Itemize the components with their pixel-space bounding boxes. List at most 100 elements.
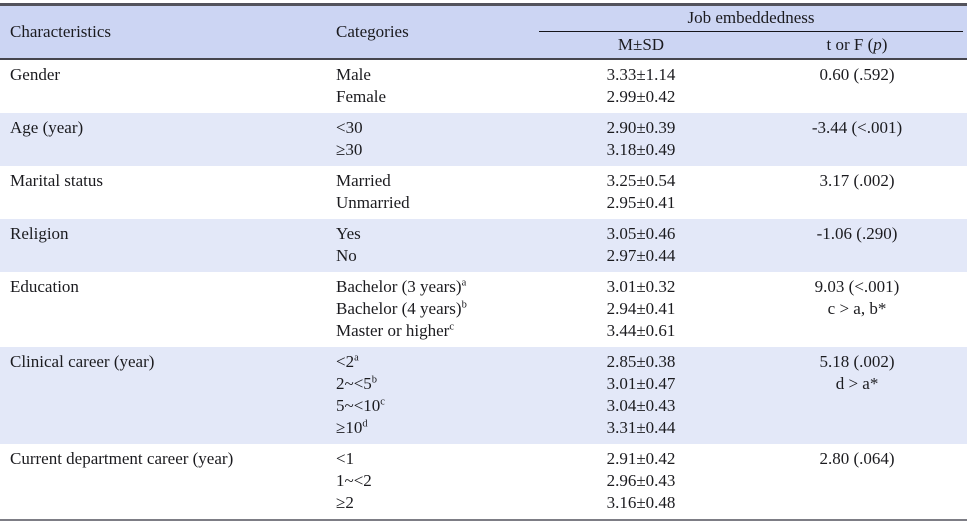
table-body: Gender Male Female 3.33±1.14 2.99±0.42 0.60 (… [0,58,968,520]
stat-value: 2.80 (.064) [819,449,895,468]
footnote-marker: a [461,277,467,289]
table-row: Religion Yes No 3.05±0.46 2.97±0.44 -1.06 (.2… [0,219,968,272]
category-line: Yes [336,223,535,245]
msd-cell: 2.85±0.38 3.01±0.47 3.04±0.43 3.31±0.44 [535,347,747,444]
stat-value: d > a* [835,374,879,393]
category-line: Married [336,170,535,192]
category-text: <2 [336,352,355,371]
stat-label-p: p [873,35,882,54]
stat-value: c > a, b* [827,299,887,318]
stat-label-pre: t or F ( [826,35,874,54]
msd-value: 3.44±0.61 [606,321,676,340]
column-header-categories: Categories [330,4,535,59]
stat-cell: 5.18 (.002) d > a* [747,347,967,444]
stat-value: 9.03 (<.001) [814,277,900,296]
stat-value: 0.60 (.592) [819,65,895,84]
column-group-header-job-embeddedness: Job embeddedness [535,4,968,32]
categories-cell: Married Unmarried [330,166,535,219]
stat-value: -3.44 (<.001) [811,118,903,137]
characteristic-cell: Age (year) [0,113,330,166]
msd-value: 3.01±0.47 [606,374,676,393]
table-row: Age (year) <30 ≥30 2.90±0.39 3.18±0.49 -3.44 … [0,113,968,166]
msd-value: 2.97±0.44 [606,246,676,265]
header-row-sub: M±SD t or F (p) [0,32,968,59]
msd-value: 2.85±0.38 [606,352,676,371]
characteristic-label: Clinical career (year) [10,352,155,371]
category-text: <30 [336,118,363,137]
category-text: Unmarried [336,193,410,212]
category-line: Male [336,64,535,86]
characteristic-label: Gender [10,65,61,84]
category-line: ≥30 [336,139,535,161]
characteristic-label: Current department career (year) [10,449,234,468]
stat-cell: 2.80 (.064) [747,444,967,520]
msd-value: 2.91±0.42 [606,449,676,468]
msd-cell: 2.91±0.42 2.96±0.43 3.16±0.48 [535,444,747,520]
msd-value: 3.16±0.48 [606,493,676,512]
category-text: <1 [336,449,355,468]
msd-cell: 3.33±1.14 2.99±0.42 [535,58,747,113]
msd-value: 2.95±0.41 [606,193,676,212]
characteristic-label: Age (year) [10,118,84,137]
footnote-marker: b [371,374,378,386]
msd-value: 2.99±0.42 [606,87,676,106]
statistics-table: Characteristics Categories Job embeddedn… [0,3,968,521]
msd-value: 3.01±0.32 [606,277,676,296]
categories-cell: <1 1~<2 ≥2 [330,444,535,520]
stat-value: -1.06 (.290) [816,224,898,243]
msd-value: 3.04±0.43 [606,396,676,415]
stat-label-post: ) [881,35,888,54]
footnote-marker: c [449,321,454,333]
msd-value: 3.25±0.54 [606,171,676,190]
category-line: <2a [336,351,535,373]
category-line: ≥2 [336,492,535,514]
category-text: 5~<10 [336,396,381,415]
table-row: Education Bachelor (3 years)a Bachelor (4 … [0,272,967,347]
category-line: Master or higherc [336,320,535,342]
characteristic-cell: Current department career (year) [0,444,330,520]
characteristic-cell: Education [0,272,330,347]
categories-cell: <30 ≥30 [330,113,535,166]
stat-cell: -3.44 (<.001) [747,113,967,166]
table-header: Characteristics Categories Job embeddedn… [0,4,968,59]
category-line: 5~<10c [336,395,535,417]
category-line: Unmarried [336,192,535,214]
category-line: Female [336,86,535,108]
characteristic-cell: Clinical career (year) [0,347,330,444]
category-text: Male [336,65,371,84]
category-text: ≥10 [336,418,363,437]
category-line: 2~<5b [336,373,535,395]
column-header-characteristics: Characteristics [0,4,330,59]
msd-value: 3.31±0.44 [606,418,676,437]
characteristic-cell: Marital status [0,166,330,219]
stat-cell: 0.60 (.592) [747,58,968,113]
table-row: Current department career (year) <1 1~<2 ≥2… [0,444,967,520]
categories-cell: Yes No [330,219,535,272]
msd-value: 3.33±1.14 [606,65,676,84]
msd-value: 3.05±0.46 [606,224,676,243]
header-row-top: Characteristics Categories Job embeddedn… [0,4,968,59]
msd-value: 2.96±0.43 [606,471,676,490]
msd-cell: 2.90±0.39 3.18±0.49 [535,113,747,166]
category-line: No [336,245,535,267]
msd-value: 3.18±0.49 [606,140,676,159]
group-header-label: Job embeddedness [539,6,964,32]
category-text: 1~<2 [336,471,372,490]
category-text: ≥30 [336,140,363,159]
table-row: Gender Male Female 3.33±1.14 2.99±0.42 0.60 (… [0,58,968,113]
category-text: Bachelor (3 years) [336,277,462,296]
categories-cell: Male Female [330,58,535,113]
footnote-marker: b [461,299,467,311]
stat-value: 3.17 (.002) [819,171,895,190]
characteristic-label: Marital status [10,171,104,190]
category-line: Bachelor (4 years)b [336,298,535,320]
category-text: Bachelor (4 years) [336,299,462,318]
msd-cell: 3.01±0.32 2.94±0.41 3.44±0.61 [535,272,747,347]
category-text: Married [336,171,391,190]
table-row: Marital status Married Unmarried 3.25±0.54 2… [0,166,967,219]
categories-cell: <2a 2~<5b 5~<10c ≥10d [330,347,535,444]
column-header-stat: t or F (p) [747,32,968,59]
category-line: <1 [336,448,535,470]
footnote-marker: d [362,418,368,430]
